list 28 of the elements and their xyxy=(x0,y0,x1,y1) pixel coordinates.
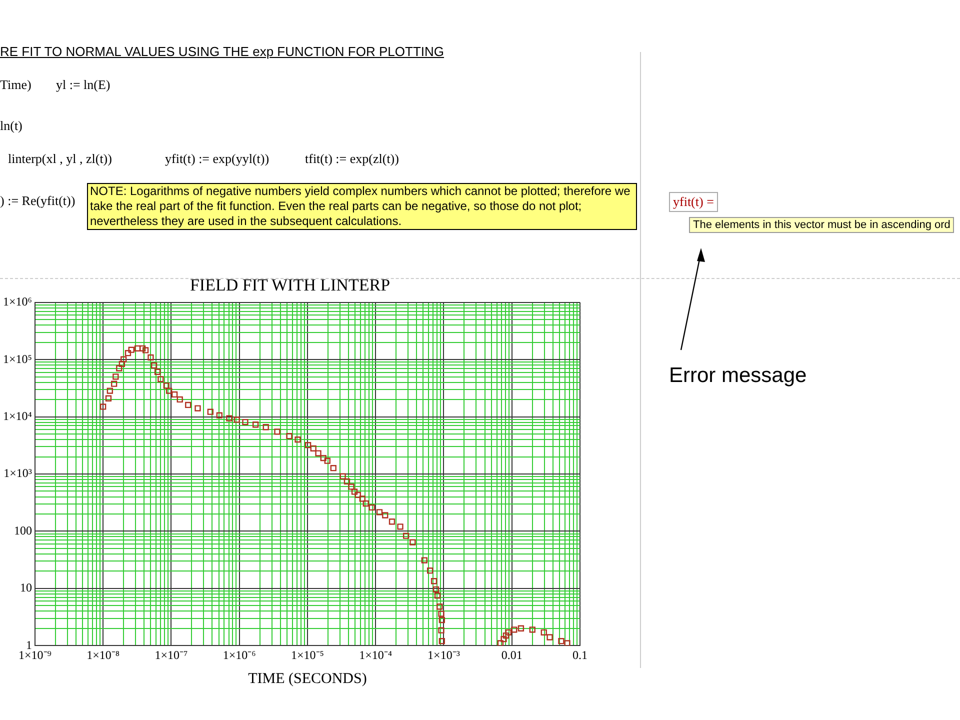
x-tick-label: 1×10⁻⁶ xyxy=(222,648,256,662)
text: Time) xyxy=(0,77,32,93)
y-tick-label: 1×10⁴ xyxy=(3,408,32,423)
x-tick-label: 1×10⁻⁴ xyxy=(359,648,392,662)
x-tick-label: 0.1 xyxy=(572,648,588,662)
text: NOTE: Logarithms of negative numbers yield complex numbers which cannot be plotted; therefore we take the real part of the fit function. Even the real parts can be negative, so those do not plot; nevertheless they are used in the subsequent calculations. xyxy=(87,183,637,230)
y-tick-label: 1×10⁶ xyxy=(3,294,32,309)
text: The elements in this vector must be in ascending ord xyxy=(689,217,954,233)
text: yl := ln(E) xyxy=(56,77,110,93)
x-axis-title: TIME (SECONDS) xyxy=(248,670,367,687)
y-tick-label: 100 xyxy=(14,523,32,538)
text: yfit(t) = xyxy=(669,192,718,212)
y-tick-label: 10 xyxy=(20,580,32,595)
x-tick-label: 0.01 xyxy=(501,648,522,662)
x-tick-label: 1×10⁻⁸ xyxy=(86,648,120,662)
text: RE FIT TO NORMAL VALUES USING THE exp FUNCTION FOR PLOTTING xyxy=(0,44,444,59)
text: yfit(t) := exp(yyl(t)) xyxy=(165,151,270,167)
x-tick-label: 1×10⁻⁵ xyxy=(291,648,324,662)
text: linterp(xl , yl , zl(t)) xyxy=(8,151,112,167)
text: Error message xyxy=(669,364,807,388)
x-tick-label: 1×10⁻⁷ xyxy=(154,648,188,662)
y-tick-label: 1×10⁵ xyxy=(3,352,32,366)
x-tick-label: 1×10⁻³ xyxy=(428,648,460,662)
y-tick-label: 1×10³ xyxy=(4,466,32,480)
chart-title: FIELD FIT WITH LINTERP xyxy=(190,276,390,295)
text: ln(t) xyxy=(0,118,22,134)
text: tfit(t) := exp(zl(t)) xyxy=(305,151,399,167)
text: ) := Re(yfit(t)) xyxy=(0,193,76,209)
